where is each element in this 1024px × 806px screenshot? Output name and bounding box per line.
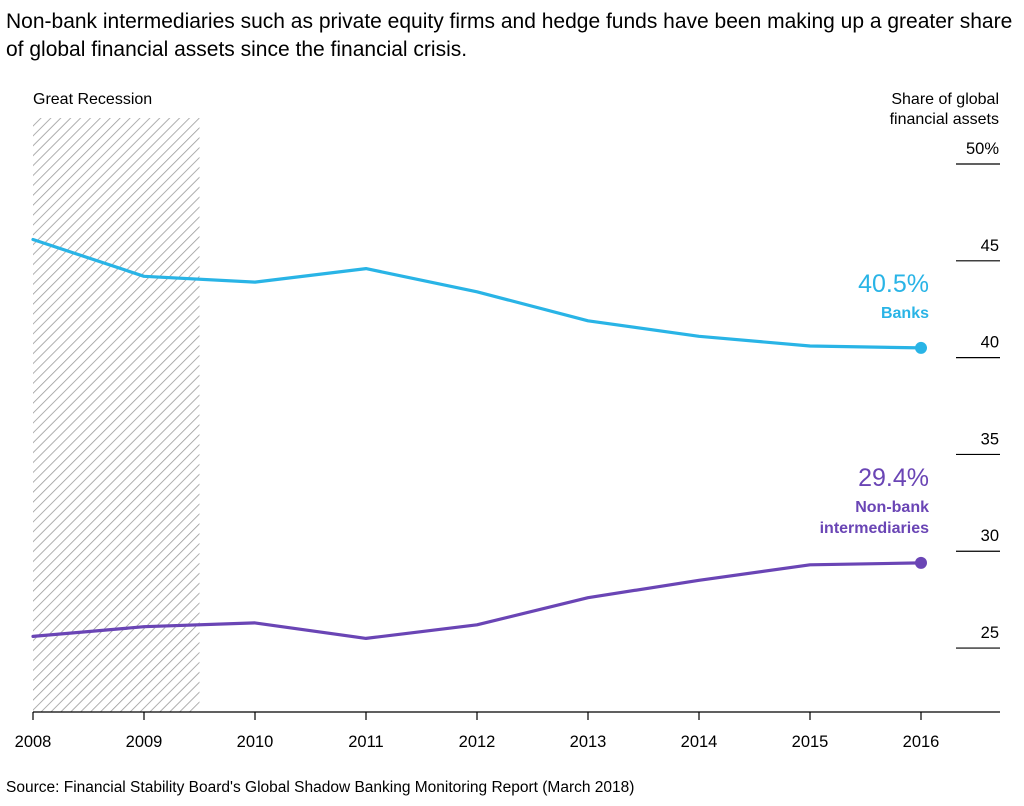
value-label-nonbank: 29.4% (858, 464, 929, 492)
y-axis-title: Share of global financial assets (890, 91, 999, 128)
x-tick-label: 2013 (570, 733, 607, 751)
recession-shaded-region (33, 118, 200, 712)
y-tick-label: 25 (981, 624, 999, 642)
y-tick-label: 50% (966, 140, 999, 158)
recession-label: Great Recession (33, 91, 152, 108)
x-tick-label: 2014 (681, 733, 718, 751)
series-name-banks: Banks (881, 305, 929, 322)
y-tick-label: 35 (981, 430, 999, 448)
x-tick-label: 2008 (15, 733, 52, 751)
series-line-banks (31, 237, 923, 350)
series-name-nonbank: Non-bank intermediaries (820, 499, 929, 537)
x-tick-label: 2010 (237, 733, 274, 751)
x-tick-label: 2015 (792, 733, 829, 751)
series-endpoint-banks (915, 341, 927, 354)
chart-headline: Non-bank intermediaries such as private … (6, 10, 1013, 61)
x-tick-label: 2012 (459, 733, 496, 751)
y-tick-label: 40 (981, 334, 999, 352)
series-endpoint-nonbank (915, 556, 927, 569)
source-note: Source: Financial Stability Board's Glob… (6, 779, 635, 796)
x-tick-label: 2011 (348, 733, 383, 751)
y-tick-label: 45 (981, 237, 999, 255)
y-tick-label: 30 (981, 527, 999, 545)
x-tick-label: 2009 (126, 733, 163, 751)
x-tick-label: 2016 (903, 733, 940, 751)
value-label-banks: 40.5% (858, 270, 929, 298)
series-line-nonbank (31, 561, 923, 641)
